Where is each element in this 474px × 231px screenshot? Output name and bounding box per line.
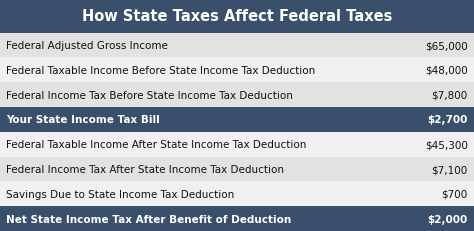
Text: $700: $700 — [442, 189, 468, 199]
Text: $7,800: $7,800 — [432, 90, 468, 100]
Bar — [0, 132, 474, 157]
Bar — [0, 108, 474, 132]
Text: $48,000: $48,000 — [425, 66, 468, 76]
Text: Federal Taxable Income After State Income Tax Deduction: Federal Taxable Income After State Incom… — [6, 140, 307, 149]
Text: Federal Taxable Income Before State Income Tax Deduction: Federal Taxable Income Before State Inco… — [6, 66, 315, 76]
Bar — [0, 157, 474, 182]
Text: Savings Due to State Income Tax Deduction: Savings Due to State Income Tax Deductio… — [6, 189, 235, 199]
Text: $45,300: $45,300 — [425, 140, 468, 149]
Text: $7,100: $7,100 — [432, 164, 468, 174]
Text: $65,000: $65,000 — [425, 41, 468, 51]
Text: Federal Income Tax Before State Income Tax Deduction: Federal Income Tax Before State Income T… — [6, 90, 293, 100]
Text: Federal Income Tax After State Income Tax Deduction: Federal Income Tax After State Income Ta… — [6, 164, 284, 174]
Text: $2,700: $2,700 — [428, 115, 468, 125]
Bar — [0, 58, 474, 83]
Bar — [0, 33, 474, 58]
Text: Net State Income Tax After Benefit of Deduction: Net State Income Tax After Benefit of De… — [6, 214, 292, 224]
Text: Your State Income Tax Bill: Your State Income Tax Bill — [6, 115, 160, 125]
Text: Federal Adjusted Gross Income: Federal Adjusted Gross Income — [6, 41, 168, 51]
Text: How State Taxes Affect Federal Taxes: How State Taxes Affect Federal Taxes — [82, 9, 392, 24]
Bar — [0, 182, 474, 206]
Bar — [0, 83, 474, 108]
Text: $2,000: $2,000 — [428, 214, 468, 224]
Bar — [0, 206, 474, 231]
Bar — [0, 0, 474, 33]
